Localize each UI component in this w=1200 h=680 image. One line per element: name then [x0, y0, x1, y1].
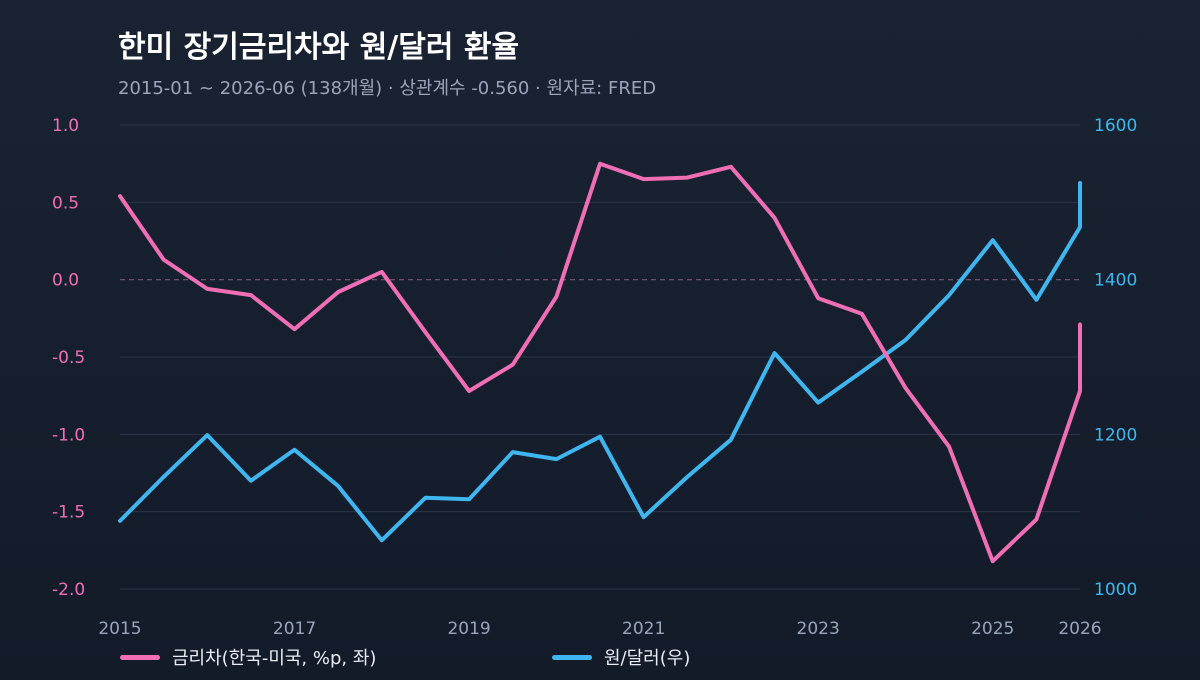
legend-item-spread: 금리차(한국-미국, %p, 좌) — [120, 644, 376, 670]
legend-swatch-fx — [552, 654, 592, 660]
left-axis-tick-label: 0.5 — [52, 193, 79, 213]
legend-label-fx: 원/달러(우) — [604, 648, 691, 669]
left-axis-tick-label: 1.0 — [52, 116, 79, 136]
legend-swatch-spread — [120, 654, 160, 660]
legend-label-spread: 금리차(한국-미국, %p, 좌) — [172, 648, 377, 669]
left-axis-tick-label: -0.5 — [52, 348, 85, 368]
right-axis-tick-label: 1600 — [1094, 116, 1137, 136]
right-axis-tick-label: 1400 — [1094, 271, 1137, 291]
right-axis-tick-label: 1000 — [1094, 580, 1137, 600]
right-axis-tick-label: 1200 — [1094, 425, 1137, 445]
left-axis-tick-label: 0.0 — [52, 271, 79, 291]
x-axis-tick-label: 2023 — [797, 619, 840, 639]
x-axis-tick-label: 2019 — [447, 619, 490, 639]
x-axis-tick-label: 2017 — [273, 619, 316, 639]
left-axis-tick-label: -2.0 — [52, 580, 85, 600]
x-axis-tick-label: 2021 — [622, 619, 665, 639]
chart-subtitle: 2015-01 ~ 2026-06 (138개월) · 상관계수 -0.560 … — [118, 78, 657, 99]
x-axis-tick-label: 2015 — [98, 619, 141, 639]
legend-item-fx: 원/달러(우) — [552, 644, 690, 670]
series-line-fx — [118, 181, 1082, 543]
left-axis-tick-label: -1.5 — [52, 503, 85, 523]
x-axis-tick-label: 2025 — [971, 619, 1014, 639]
x-axis-tick-label: 2026 — [1058, 619, 1101, 639]
series-line-spread — [118, 161, 1082, 564]
left-axis-tick-label: -1.0 — [52, 425, 85, 445]
chart-title: 한미 장기금리차와 원/달러 환율 — [118, 30, 520, 65]
